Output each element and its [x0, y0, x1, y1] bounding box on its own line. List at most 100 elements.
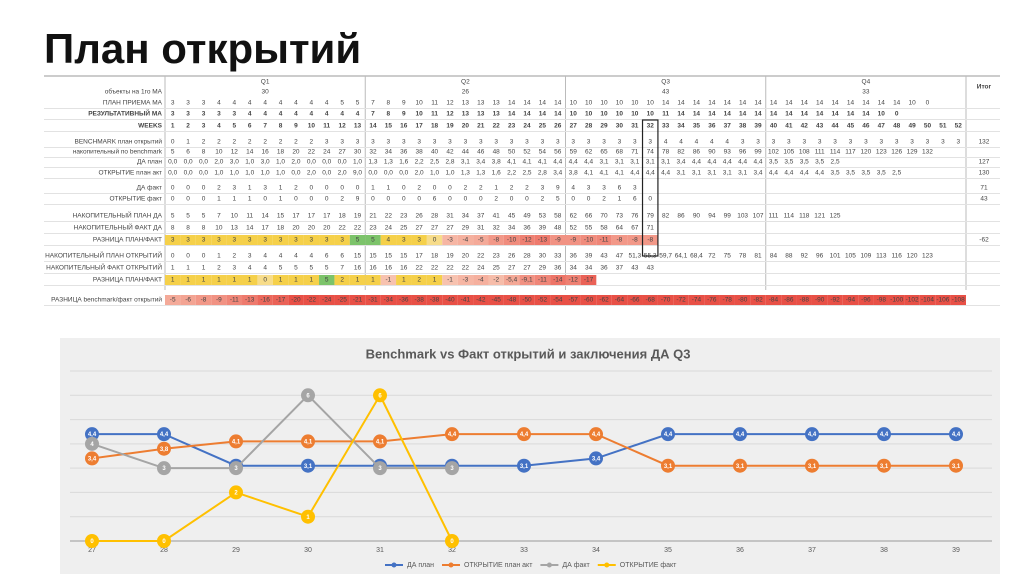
table-cell: 0 — [186, 185, 190, 192]
current-week — [641, 119, 659, 257]
table-cell: 30 — [354, 149, 362, 156]
table-cell: 0 — [525, 196, 529, 203]
data-point — [517, 458, 531, 473]
data-point — [157, 441, 171, 456]
table-cell: 36 — [523, 225, 531, 232]
heat-cell — [673, 295, 689, 305]
table-cell: 27 — [446, 225, 454, 232]
data-label: 4,1 — [304, 440, 313, 446]
table-cell: 3 — [772, 139, 776, 146]
table-cell: 1 — [248, 196, 252, 203]
quarter-label: Q3 — [661, 79, 670, 86]
data-point — [157, 534, 171, 548]
table-cell: 10 — [570, 100, 578, 107]
table-cell: 1 — [186, 277, 190, 284]
table-cell: 4,4 — [569, 159, 578, 166]
table-cell: 8 — [171, 225, 175, 232]
table-cell: 3,0 — [261, 159, 270, 166]
table-cell: 14 — [508, 111, 516, 118]
table-cell: 1 — [186, 265, 190, 272]
table-cell: 24 — [323, 149, 331, 156]
table-cell: 14 — [523, 111, 531, 118]
table-cell: 5 — [310, 265, 314, 272]
table-cell: 0 — [202, 185, 206, 192]
table-cell: 3 — [202, 237, 206, 244]
row-total: -62 — [979, 237, 989, 244]
table-cell: 29 — [600, 123, 608, 130]
data-label: 4,4 — [592, 432, 601, 438]
table-cell: 3,4 — [553, 170, 562, 177]
heat-cell — [550, 275, 566, 285]
table-cell: 6 — [433, 196, 437, 203]
table-cell: 3,5 — [800, 159, 809, 166]
table-cell: 58 — [600, 225, 608, 232]
table-cell: 4 — [279, 111, 283, 118]
table-cell: 0,0 — [291, 170, 300, 177]
table-cell: 120 — [860, 149, 871, 156]
table-cell: 10 — [215, 225, 223, 232]
table-cell: -106 — [936, 297, 949, 304]
table-cell: 3 — [879, 139, 883, 146]
row-label: РЕЗУЛЬТАТИВНЫЙ МА — [88, 109, 162, 118]
table-cell: 3,1 — [677, 170, 686, 177]
table-cell: 0 — [356, 185, 360, 192]
heat-cell — [627, 235, 643, 245]
table-cell: 34 — [570, 265, 578, 272]
table-cell: 76 — [631, 213, 639, 220]
table-cell: 4,4 — [584, 159, 593, 166]
table-cell: 25 — [493, 265, 501, 272]
table-cell: 42 — [801, 123, 809, 130]
data-label: 3 — [450, 466, 454, 472]
heat-cell — [365, 275, 381, 285]
row-label: НАКОПИТЕЛЬНЫЙ ПЛАН ОТКРЫТИЙ — [45, 251, 162, 260]
table-cell: 14 — [831, 100, 839, 107]
table-cell: 126 — [891, 149, 902, 156]
table-cell: 5 — [340, 100, 344, 107]
x-tick-label: 31 — [376, 547, 384, 554]
table-cell: 37 — [724, 123, 732, 130]
table-cell: -94 — [846, 297, 856, 304]
table-cell: 56 — [554, 149, 562, 156]
data-label: 4,4 — [808, 432, 817, 438]
table-cell: 13 — [477, 100, 485, 107]
table-cell: 118 — [799, 213, 810, 220]
table-cell: 10 — [416, 111, 424, 118]
table-cell: 123 — [922, 253, 933, 260]
table-cell: 101 — [830, 253, 841, 260]
quarter-objects: 43 — [662, 89, 670, 96]
table-cell: 2 — [217, 265, 221, 272]
table-cell: 2,0 — [307, 170, 316, 177]
data-point — [733, 427, 747, 442]
table-cell: 3 — [371, 139, 375, 146]
data-label: 2 — [234, 491, 238, 497]
table-cell: 2 — [310, 139, 314, 146]
heat-cell — [226, 295, 243, 305]
heat-cell — [180, 235, 196, 245]
table-cell: 4,4 — [769, 170, 778, 177]
table-cell: 7 — [340, 265, 344, 272]
data-label: 4,4 — [880, 432, 889, 438]
table-cell: 15 — [385, 253, 393, 260]
heat-cell — [319, 275, 335, 285]
table-cell: 3 — [525, 139, 529, 146]
table-cell: 0,0 — [307, 159, 316, 166]
table-cell: 5 — [325, 265, 329, 272]
table-cell: 14 — [677, 100, 685, 107]
table-cell: 14 — [724, 100, 732, 107]
table-cell: 3 — [171, 100, 175, 107]
heat-cell — [611, 295, 628, 305]
table-cell: -4 — [478, 277, 484, 284]
table-cell: 99 — [754, 149, 762, 156]
table-cell: 16 — [369, 265, 377, 272]
table-cell: 39 — [754, 123, 762, 130]
table-cell: 51 — [939, 123, 947, 130]
table-cell: 3 — [186, 237, 190, 244]
table-cell: 64,1 — [675, 253, 688, 260]
table-cell: 22 — [354, 225, 362, 232]
data-label: 3,4 — [88, 457, 97, 463]
table-cell: 0 — [186, 196, 190, 203]
row-label: накопительный по benchmark — [73, 148, 163, 156]
table-cell: 13 — [354, 123, 362, 130]
heat-cell — [442, 235, 458, 245]
data-point — [949, 427, 963, 442]
